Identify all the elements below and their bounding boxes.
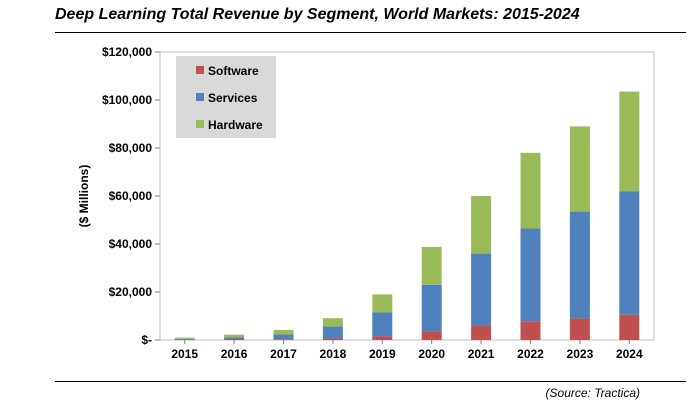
legend-swatch-hardware (196, 120, 204, 128)
bar-hardware-2016 (224, 334, 245, 338)
bar-software-2018 (322, 338, 343, 340)
x-tick-label: 2015 (171, 347, 198, 361)
bar-services-2018 (322, 326, 343, 339)
legend-label-hardware: Hardware (208, 118, 263, 132)
bar-hardware-2018 (322, 318, 343, 327)
y-tick-label: $- (141, 333, 152, 347)
x-tick-label: 2021 (468, 347, 495, 361)
bar-software-2022 (520, 321, 541, 340)
legend-swatch-services (196, 93, 204, 101)
chart-title: Deep Learning Total Revenue by Segment, … (55, 6, 580, 23)
bar-hardware-2021 (471, 196, 492, 254)
bar-services-2019 (372, 312, 393, 337)
bar-software-2021 (471, 325, 492, 340)
legend-label-software: Software (208, 64, 259, 78)
bar-services-2021 (471, 253, 492, 326)
x-tick-label: 2018 (320, 347, 347, 361)
x-tick-label: 2016 (221, 347, 248, 361)
bar-software-2023 (569, 318, 590, 340)
legend-box (176, 56, 276, 138)
y-tick-label: $80,000 (109, 141, 153, 155)
bar-services-2015 (174, 338, 195, 340)
y-tick-label: $120,000 (102, 45, 152, 59)
bar-hardware-2015 (174, 337, 195, 339)
bar-services-2023 (569, 211, 590, 319)
bar-hardware-2019 (372, 294, 393, 313)
x-tick-label: 2024 (616, 347, 643, 361)
y-tick-label: $40,000 (109, 237, 153, 251)
bar-software-2019 (372, 336, 393, 340)
top-rule (55, 32, 686, 33)
legend-label-services: Services (208, 91, 258, 105)
bar-software-2017 (273, 339, 294, 340)
y-tick-label: $60,000 (109, 189, 153, 203)
bar-hardware-2017 (273, 329, 294, 335)
x-tick-label: 2023 (567, 347, 594, 361)
legend-swatch-software (196, 66, 204, 74)
bar-software-2020 (421, 331, 442, 340)
bar-hardware-2022 (520, 152, 541, 229)
x-tick-label: 2019 (369, 347, 396, 361)
bar-services-2016 (224, 337, 245, 340)
x-tick-label: 2017 (270, 347, 297, 361)
source-note: (Source: Tractica) (545, 386, 640, 400)
bar-hardware-2024 (619, 91, 640, 192)
bar-services-2020 (421, 284, 442, 332)
bar-software-2024 (619, 314, 640, 340)
bar-services-2022 (520, 228, 541, 322)
bar-services-2017 (273, 334, 294, 340)
bottom-rule (55, 381, 686, 382)
bar-hardware-2023 (569, 126, 590, 212)
y-tick-label: $20,000 (109, 285, 153, 299)
x-tick-label: 2022 (517, 347, 544, 361)
y-tick-label: $100,000 (102, 93, 152, 107)
bar-services-2024 (619, 191, 640, 315)
x-tick-label: 2020 (418, 347, 445, 361)
y-axis-label: ($ Millions) (77, 165, 91, 228)
bar-hardware-2020 (421, 246, 442, 285)
